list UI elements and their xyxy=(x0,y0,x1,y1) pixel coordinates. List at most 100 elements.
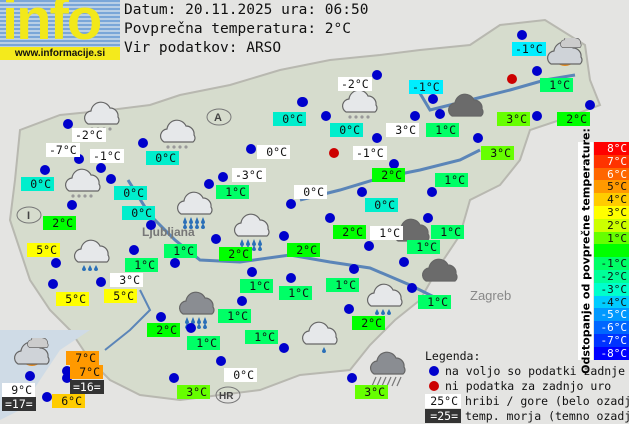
station-temperature-label: 2°C xyxy=(372,168,405,182)
station-dot-available[interactable] xyxy=(279,231,289,241)
station-dot-available[interactable] xyxy=(357,187,367,197)
station-dot-available[interactable] xyxy=(237,296,247,306)
station-dot-available[interactable] xyxy=(106,174,116,184)
station-dot-available[interactable] xyxy=(427,187,437,197)
station-dot-available[interactable] xyxy=(186,323,196,333)
scale-row: 8°C xyxy=(594,142,629,155)
station-dot-available[interactable] xyxy=(286,199,296,209)
station-dot-available[interactable] xyxy=(48,279,58,289)
station-dot-available[interactable] xyxy=(42,392,52,402)
legend-title: Legenda: xyxy=(425,349,481,363)
station-dot-available[interactable] xyxy=(169,373,179,383)
logo[interactable]: info www.informacije.si xyxy=(0,0,120,60)
station-dot-available[interactable] xyxy=(473,133,483,143)
station-dot-available[interactable] xyxy=(325,213,335,223)
scale-row: -6°C xyxy=(594,321,629,334)
station-dot-available[interactable] xyxy=(25,371,35,381)
station-dot-available[interactable] xyxy=(344,304,354,314)
label-croatia: HR xyxy=(219,391,234,402)
station-dot-available[interactable] xyxy=(428,94,438,104)
station-dot-available[interactable] xyxy=(410,111,420,121)
station-dot-available[interactable] xyxy=(364,241,374,251)
station-dot-available[interactable] xyxy=(67,200,77,210)
station-temperature-label: -2°C xyxy=(72,128,106,142)
station-dot-available[interactable] xyxy=(51,258,61,268)
station-dot-available[interactable] xyxy=(218,172,228,182)
station-temperature-label: 2°C xyxy=(287,243,320,257)
station-temperature-label: 1°C xyxy=(240,279,273,293)
scale-row: -5°C xyxy=(594,308,629,321)
station-dot-available[interactable] xyxy=(246,144,256,154)
station-dot-available[interactable] xyxy=(146,220,156,230)
deviation-scale: 8°C 7°C 6°C 5°C 4°C 3°C 2°C 1°C -1°C -2°C -3°C -4°C… xyxy=(594,142,629,360)
station-dot-available[interactable] xyxy=(247,267,257,277)
label-austria: A xyxy=(214,112,222,124)
station-dot-available[interactable] xyxy=(532,66,542,76)
station-temperature-label: 1°C xyxy=(245,330,278,344)
station-temperature-label: 3°C xyxy=(497,112,530,126)
station-temperature-label: 2°C xyxy=(219,247,252,261)
station-temperature-label: 2°C xyxy=(147,323,180,337)
station-dot-available[interactable] xyxy=(399,257,409,267)
scale-row xyxy=(594,244,629,258)
label-ljubljana: Ljubljana xyxy=(142,225,195,239)
station-dot-missing[interactable] xyxy=(507,74,517,84)
station-dot-available[interactable] xyxy=(279,343,289,353)
station-dot-available[interactable] xyxy=(435,109,445,119)
sun-cloud-icon xyxy=(545,34,587,84)
snow-cloud-icon xyxy=(340,86,382,132)
station-temperature-label: 6°C xyxy=(52,394,85,408)
station-temperature-label: 1°C xyxy=(407,240,440,254)
station-temperature-label: 3°C xyxy=(110,273,143,287)
station-temperature-label: 1°C xyxy=(435,173,468,187)
station-dot-available[interactable] xyxy=(349,264,359,274)
station-dot-available[interactable] xyxy=(204,179,214,189)
station-dot-available[interactable] xyxy=(96,277,106,287)
legend-missing: ni podatka za zadnjo uro xyxy=(425,379,611,393)
logo-url[interactable]: www.informacije.si xyxy=(0,47,120,60)
station-dot-available[interactable] xyxy=(585,100,595,110)
station-dot-available[interactable] xyxy=(170,258,180,268)
station-dot-available[interactable] xyxy=(216,356,226,366)
station-dot-available[interactable] xyxy=(40,165,50,175)
storm-rain-cloud-icon xyxy=(368,348,410,394)
scale-row: 5°C xyxy=(594,180,629,193)
river-soca xyxy=(104,289,152,351)
station-dot-available[interactable] xyxy=(389,159,399,169)
station-temperature-label: 0°C xyxy=(330,123,363,137)
snow-cloud-icon xyxy=(158,116,200,162)
station-dot-available[interactable] xyxy=(286,273,296,283)
station-dot-available[interactable] xyxy=(321,111,331,121)
station-temperature-label: -1°C xyxy=(409,80,443,94)
scale-row: 4°C xyxy=(594,193,629,206)
station-temperature-label: 0°C xyxy=(122,206,155,220)
station-dot-available[interactable] xyxy=(347,373,357,383)
station-dot-available[interactable] xyxy=(532,111,542,121)
scale-row: -3°C xyxy=(594,282,629,296)
station-dot-available[interactable] xyxy=(62,373,72,383)
station-dot-available[interactable] xyxy=(211,234,221,244)
station-dot-missing[interactable] xyxy=(329,148,339,158)
station-temperature-label: 1°C xyxy=(216,185,249,199)
station-dot-available[interactable] xyxy=(74,154,84,164)
station-dot-available[interactable] xyxy=(156,312,166,322)
station-dot-available[interactable] xyxy=(129,245,139,255)
station-dot-available[interactable] xyxy=(372,70,382,80)
station-dot-available[interactable] xyxy=(517,30,527,40)
station-dot-available[interactable] xyxy=(63,119,73,129)
station-dot-available[interactable] xyxy=(62,366,72,376)
station-dot-available[interactable] xyxy=(372,133,382,143)
heavy-rain-cloud-icon xyxy=(177,288,219,334)
data-source: Vir podatkov: ARSO xyxy=(124,40,282,56)
station-dot-available[interactable] xyxy=(298,97,308,107)
station-temperature-label: -1°C xyxy=(512,42,546,56)
station-dot-available[interactable] xyxy=(96,163,106,173)
sea-temperature-label: =17= xyxy=(2,397,36,411)
station-dot-available[interactable] xyxy=(138,138,148,148)
station-temperature-label: 1°C xyxy=(279,286,312,300)
station-dot-available[interactable] xyxy=(407,283,417,293)
date-line: Datum: 20.11.2025 ura: 06:50 xyxy=(124,2,369,18)
logo-text: info xyxy=(2,0,101,44)
station-temperature-label: 2°C xyxy=(43,216,76,230)
station-dot-available[interactable] xyxy=(423,213,433,223)
